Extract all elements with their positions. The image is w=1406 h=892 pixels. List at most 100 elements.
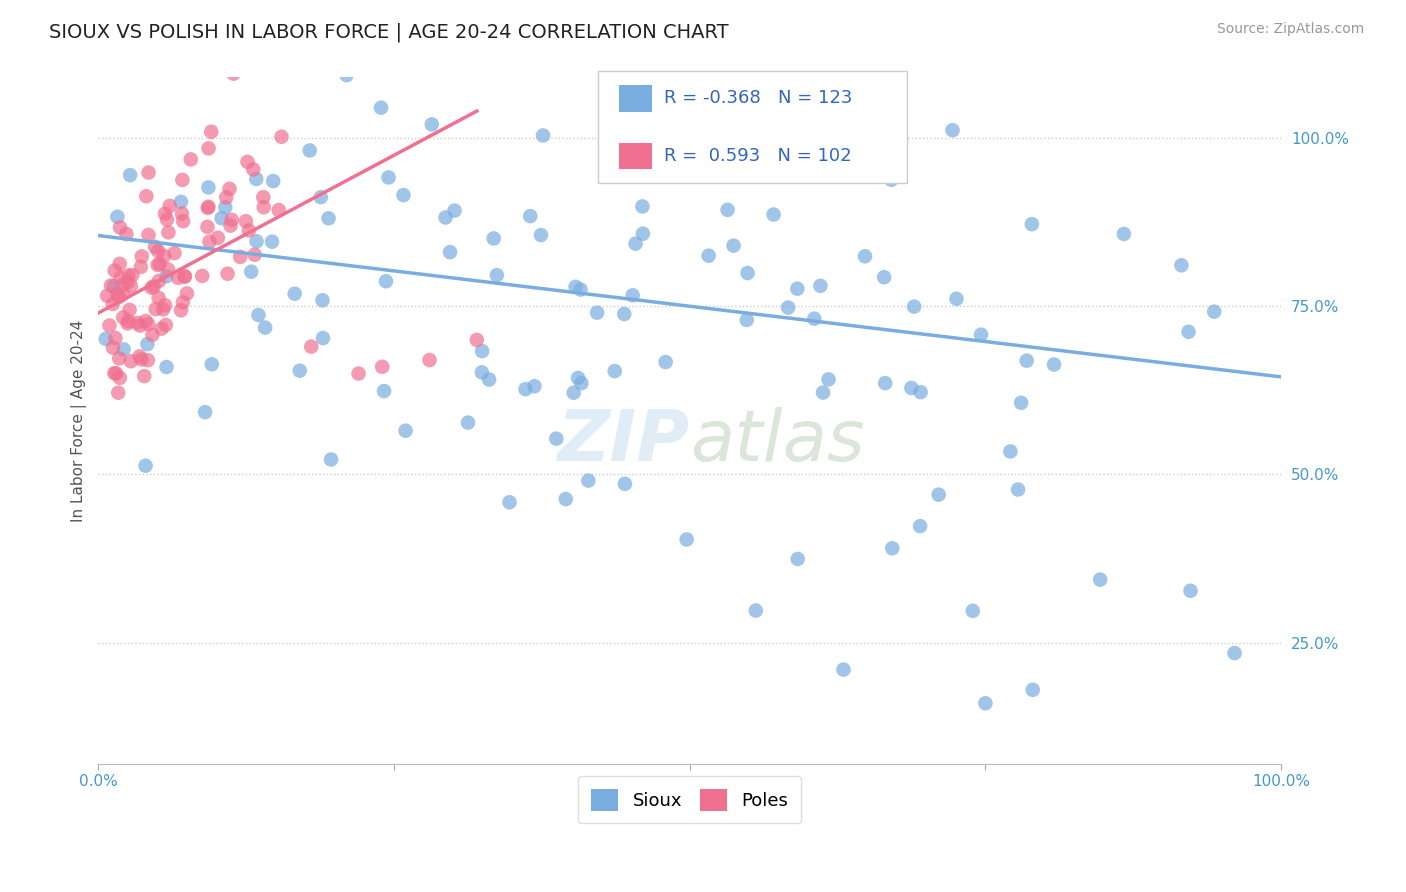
Point xyxy=(217,267,239,281)
Point xyxy=(247,308,270,322)
Point xyxy=(392,188,415,202)
Point xyxy=(373,384,395,398)
Point xyxy=(853,249,876,263)
Point xyxy=(962,604,984,618)
Point xyxy=(377,170,399,185)
Point xyxy=(117,317,139,331)
Point xyxy=(554,491,576,506)
Point xyxy=(299,340,322,354)
Point xyxy=(108,220,131,235)
Point xyxy=(211,211,233,226)
Point xyxy=(150,321,173,335)
Point xyxy=(803,311,825,326)
Point xyxy=(370,101,392,115)
Point xyxy=(571,376,593,391)
Point xyxy=(173,269,195,284)
Point xyxy=(136,337,159,351)
Point xyxy=(270,129,292,144)
Point xyxy=(120,278,142,293)
Point xyxy=(105,367,128,381)
Text: atlas: atlas xyxy=(690,407,865,475)
Point xyxy=(134,369,156,384)
Point xyxy=(716,202,738,217)
Point xyxy=(105,287,128,301)
Point xyxy=(197,180,219,194)
Point xyxy=(613,307,636,321)
Point xyxy=(481,22,503,37)
Point xyxy=(1000,444,1022,458)
Point xyxy=(117,268,139,283)
Point xyxy=(155,269,177,284)
Point xyxy=(974,696,997,710)
Point xyxy=(131,249,153,263)
Point xyxy=(371,359,394,374)
Point xyxy=(1015,353,1038,368)
Point xyxy=(786,282,808,296)
Point xyxy=(675,533,697,547)
Point xyxy=(153,249,176,263)
Point xyxy=(101,341,124,355)
Point xyxy=(142,279,165,293)
Point xyxy=(498,495,520,509)
Point xyxy=(471,366,494,380)
Point xyxy=(129,260,152,274)
Point xyxy=(138,165,160,179)
Point xyxy=(229,250,252,264)
Point xyxy=(222,67,245,81)
Point xyxy=(260,235,283,249)
Point xyxy=(1204,304,1226,318)
Point xyxy=(170,194,193,209)
Point xyxy=(262,174,284,188)
Point xyxy=(1170,258,1192,272)
Point xyxy=(156,212,179,227)
Point xyxy=(1021,217,1043,231)
Point xyxy=(141,327,163,342)
Point xyxy=(762,207,785,221)
Point xyxy=(439,245,461,260)
Point xyxy=(1180,583,1202,598)
Point xyxy=(586,306,609,320)
Point xyxy=(117,314,139,328)
Point xyxy=(112,310,135,325)
Point xyxy=(236,154,259,169)
Point xyxy=(172,295,194,310)
Point xyxy=(145,302,167,317)
Point xyxy=(778,301,800,315)
Point xyxy=(970,327,993,342)
Point xyxy=(631,227,654,241)
Point xyxy=(723,238,745,252)
Point xyxy=(238,223,260,237)
Point xyxy=(221,212,243,227)
Point xyxy=(562,385,585,400)
Point xyxy=(129,318,152,333)
Point xyxy=(312,331,335,345)
Point xyxy=(811,385,834,400)
Point xyxy=(141,280,163,294)
Point xyxy=(928,488,950,502)
Point xyxy=(284,286,307,301)
Point xyxy=(121,268,143,282)
Point xyxy=(104,263,127,277)
Point xyxy=(908,519,931,533)
Point xyxy=(176,286,198,301)
Point xyxy=(457,416,479,430)
Point xyxy=(603,364,626,378)
Point xyxy=(120,354,142,368)
Point xyxy=(515,382,537,396)
Point xyxy=(434,211,457,225)
Point xyxy=(245,172,267,186)
Point xyxy=(117,275,139,289)
Point xyxy=(1043,358,1066,372)
Point xyxy=(245,234,267,248)
Point xyxy=(624,236,647,251)
Point xyxy=(120,168,142,182)
Point xyxy=(167,271,190,285)
Point xyxy=(254,320,277,334)
Point xyxy=(311,293,333,308)
Point xyxy=(418,353,440,368)
Point xyxy=(153,207,176,221)
Point xyxy=(197,219,219,234)
Point xyxy=(128,350,150,364)
Point xyxy=(588,11,610,25)
Point xyxy=(215,190,238,204)
